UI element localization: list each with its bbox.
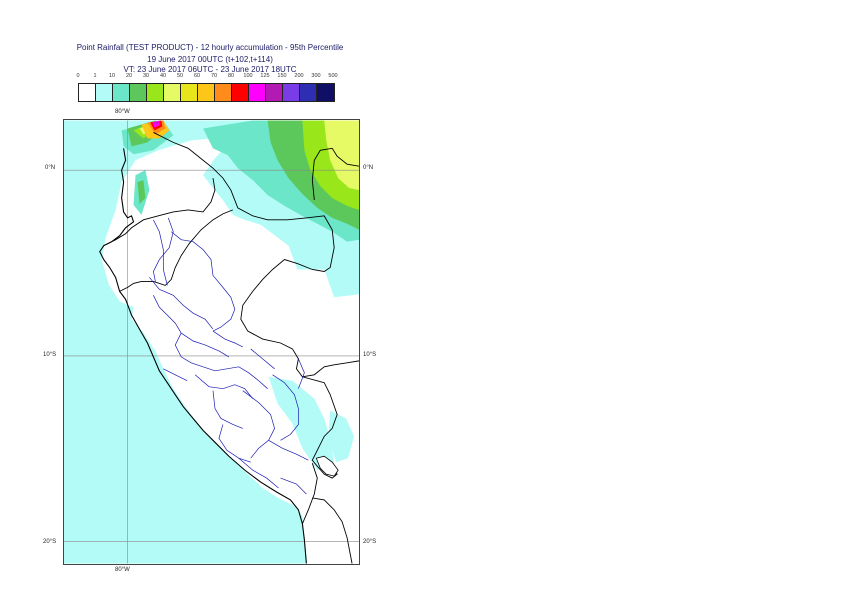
legend-swatch xyxy=(317,84,334,101)
legend-swatch xyxy=(215,84,232,101)
legend-threshold-label: 150 xyxy=(277,73,287,79)
lat-label-20-left: 20°S xyxy=(43,539,57,545)
legend-swatch xyxy=(130,84,147,101)
legend-swatch xyxy=(96,84,113,101)
legend-swatch xyxy=(300,84,317,101)
legend-swatch xyxy=(113,84,130,101)
validity-time: VT: 23 June 2017 06UTC - 23 June 2017 18… xyxy=(123,65,297,74)
lat-label-0-right: 0°N xyxy=(363,165,374,171)
legend-threshold-label: 40 xyxy=(159,73,167,79)
rainfall-map xyxy=(63,119,360,565)
legend-threshold-label: 300 xyxy=(311,73,321,79)
lake-titicaca xyxy=(315,455,339,477)
coastline xyxy=(99,148,307,564)
rain-area-light xyxy=(64,120,359,564)
admin-boundaries xyxy=(149,217,309,495)
legend-threshold-label: 50 xyxy=(176,73,184,79)
legend-swatch xyxy=(266,84,283,101)
forecast-base-time: 19 June 2017 00UTC (t+102,t+114) xyxy=(147,55,273,64)
map-title: Point Rainfall (TEST PRODUCT) - 12 hourl… xyxy=(76,43,344,52)
lat-label-10-left: 10°S xyxy=(43,352,57,358)
legend-threshold-label: 500 xyxy=(328,73,338,79)
lat-label-10-right: 10°S xyxy=(363,352,377,358)
legend-threshold-label: 100 xyxy=(243,73,253,79)
legend-threshold-label: 20 xyxy=(125,73,133,79)
legend-swatch xyxy=(283,84,300,101)
lon-label-bottom: 80°W xyxy=(115,567,130,573)
legend-swatch xyxy=(79,84,96,101)
legend-swatch xyxy=(232,84,249,101)
legend-swatch xyxy=(164,84,181,101)
lat-label-20-right: 20°S xyxy=(363,539,377,545)
country-borders xyxy=(103,132,359,564)
legend-threshold-label: 70 xyxy=(210,73,218,79)
legend-threshold-label: 1 xyxy=(93,73,97,79)
legend-threshold-label: 200 xyxy=(294,73,304,79)
legend-threshold-label: 125 xyxy=(260,73,270,79)
legend-swatch xyxy=(249,84,266,101)
legend-threshold-label: 0 xyxy=(76,73,80,79)
legend-threshold-label: 10 xyxy=(108,73,116,79)
legend-threshold-label: 60 xyxy=(193,73,201,79)
graticule xyxy=(64,120,359,564)
legend-swatch xyxy=(147,84,164,101)
legend-color-bar xyxy=(78,83,335,102)
legend-threshold-label: 30 xyxy=(142,73,150,79)
lat-label-0-left: 0°N xyxy=(45,165,56,171)
legend-swatch xyxy=(181,84,198,101)
legend-threshold-label: 80 xyxy=(227,73,235,79)
lon-label-top: 80°W xyxy=(115,109,130,115)
map-panel: 80°W 80°W 0°N 0°N 10°S 10°S 20°S 20°S xyxy=(43,109,376,573)
rain-area-heavy xyxy=(141,120,170,139)
color-legend: 0 1 10 20 30 40 50 60 70 80 100 125 150 200 300 500 xyxy=(72,73,352,103)
legend-swatch xyxy=(198,84,215,101)
